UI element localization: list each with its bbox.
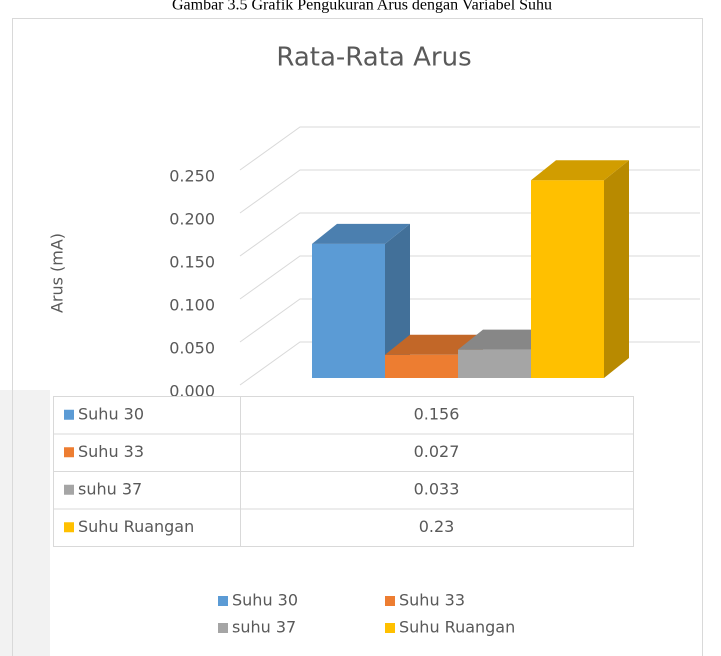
legend-swatch xyxy=(385,596,395,606)
y-tick-label: 0.000 xyxy=(169,382,215,401)
table-series-name: Suhu 33 xyxy=(78,442,144,461)
legend-swatch xyxy=(218,596,228,606)
table-key xyxy=(64,484,74,495)
bar-front xyxy=(385,354,458,378)
legend-label: Suhu 30 xyxy=(232,591,298,610)
table-series-name: Suhu Ruangan xyxy=(78,517,194,536)
table-value: 0.23 xyxy=(419,517,455,536)
bar-front xyxy=(531,180,604,378)
table-value: 0.156 xyxy=(414,404,460,423)
y-tick-label: 0.050 xyxy=(169,339,215,358)
caption: Gambar 3.5 Grafik Pengukuran Arus dengan… xyxy=(172,0,552,14)
legend-label: suhu 37 xyxy=(232,618,296,637)
bar-front xyxy=(458,349,531,378)
chart-title: Rata-Rata Arus xyxy=(276,43,471,73)
y-tick-label: 0.250 xyxy=(169,167,215,186)
y-tick-label: 0.150 xyxy=(169,253,215,272)
bar-top xyxy=(312,223,410,244)
legend-swatch xyxy=(218,623,228,633)
bar-side xyxy=(604,160,629,378)
table-key xyxy=(64,409,74,420)
legend-label: Suhu Ruangan xyxy=(399,618,515,637)
legend-swatch xyxy=(385,623,395,633)
table-series-name: Suhu 30 xyxy=(78,404,144,423)
bar-side xyxy=(385,223,410,378)
grid-line xyxy=(239,169,700,214)
grid-line xyxy=(239,126,700,171)
legend-label: Suhu 33 xyxy=(399,591,465,610)
bar-top xyxy=(531,160,629,181)
table-series-name: suhu 37 xyxy=(78,479,142,498)
table-value: 0.033 xyxy=(414,479,460,498)
y-tick-label: 0.200 xyxy=(169,210,215,229)
chart-frame xyxy=(12,18,703,656)
table-key xyxy=(64,447,74,458)
y-axis-title: Arus (mA) xyxy=(48,233,67,313)
y-tick-label: 0.100 xyxy=(169,296,215,315)
side-panel xyxy=(0,390,50,656)
table-value: 0.027 xyxy=(414,442,460,461)
bar-front xyxy=(312,243,385,378)
grid-line xyxy=(239,212,700,257)
grid-line xyxy=(239,255,700,300)
table-key xyxy=(64,522,74,533)
